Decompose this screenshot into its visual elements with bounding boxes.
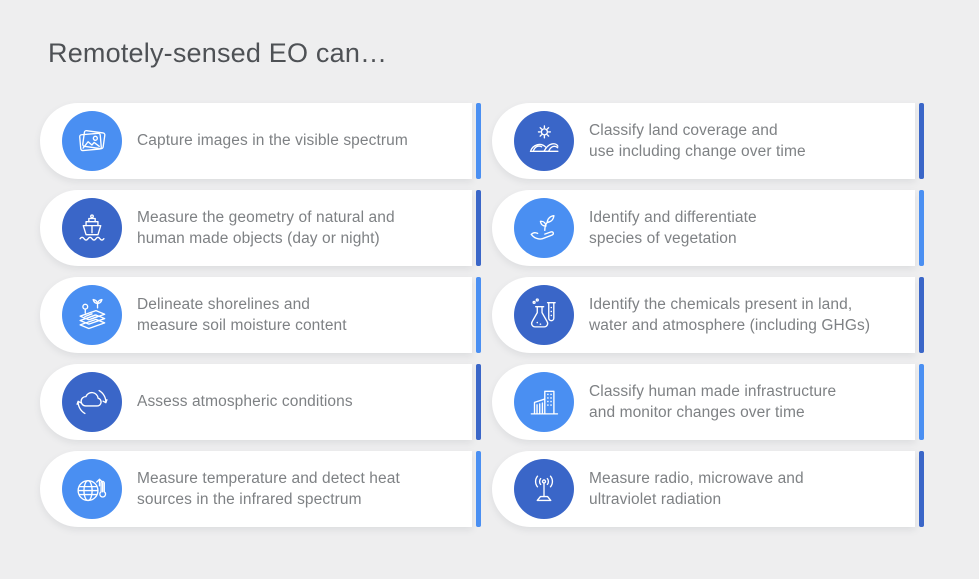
capability-text: Capture images in the visible spectrum [137,130,408,152]
accent-bar [476,103,481,179]
capability-text: Identify the chemicals present in land, … [589,294,870,337]
capability-grid: Capture images in the visible spectrum [40,103,924,527]
capability-row: Identify the chemicals present in land, … [492,277,924,353]
text-line: Assess atmospheric conditions [137,393,353,411]
text-line: Measure the geometry of natural and [137,208,395,226]
text-line: species of vegetation [589,230,737,247]
soil-layers-icon [62,285,122,345]
text-line: sources in the infrared spectrum [137,491,362,508]
text-line: measure soil moisture content [137,317,347,334]
card-identify-vegetation: Identify and differentiate species of ve… [492,190,915,266]
card-classify-infrastructure: Classify human made infrastructure and m… [492,364,915,440]
capability-text: Identify and differentiate species of ve… [589,207,757,250]
text-line: and monitor changes over time [589,404,805,421]
accent-bar [476,190,481,266]
capability-text: Assess atmospheric conditions [137,391,353,413]
capability-row: Classify human made infrastructure and m… [492,364,924,440]
text-line: Delineate shorelines and [137,295,311,313]
globe-thermometer-icon [62,459,122,519]
page-title: Remotely-sensed EO can… [48,38,388,68]
capability-text: Delineate shorelines and measure soil mo… [137,294,347,337]
capability-text: Classify land coverage and use including… [589,120,806,163]
buildings-icon [514,372,574,432]
text-line: Identify the chemicals present in land, [589,295,853,313]
capability-row: Identify and differentiate species of ve… [492,190,924,266]
flask-icon [514,285,574,345]
text-line: use including change over time [589,143,806,160]
capability-row: Measure temperature and detect heat sour… [40,451,481,527]
accent-bar [476,451,481,527]
capability-row: Measure radio, microwave and ultraviolet… [492,451,924,527]
hand-sprout-icon [514,198,574,258]
ship-icon [62,198,122,258]
card-identify-chemicals: Identify the chemicals present in land, … [492,277,915,353]
accent-bar [919,277,924,353]
text-line: human made objects (day or night) [137,230,380,247]
capability-row: Classify land coverage and use including… [492,103,924,179]
capability-text: Measure temperature and detect heat sour… [137,468,400,511]
accent-bar [919,451,924,527]
text-line: Classify land coverage and [589,121,778,139]
capability-text: Classify human made infrastructure and m… [589,381,836,424]
card-measure-geometry: Measure the geometry of natural and huma… [40,190,472,266]
text-line: Classify human made infrastructure [589,382,837,400]
photo-images-icon [62,111,122,171]
card-capture-images: Capture images in the visible spectrum [40,103,472,179]
capability-row: Delineate shorelines and measure soil mo… [40,277,481,353]
text-line: Identify and differentiate [589,208,757,226]
card-assess-atmosphere: Assess atmospheric conditions [40,364,472,440]
accent-bar [476,277,481,353]
text-line: Measure temperature and detect heat [137,469,400,487]
cloud-cycle-icon [62,372,122,432]
text-line: water and atmosphere (including GHGs) [589,317,871,334]
text-line: Measure radio, microwave and [589,469,804,487]
card-classify-land: Classify land coverage and use including… [492,103,915,179]
text-line: ultraviolet radiation [589,491,722,508]
capability-text: Measure radio, microwave and ultraviolet… [589,468,804,511]
capability-row: Capture images in the visible spectrum [40,103,481,179]
accent-bar [476,364,481,440]
sun-fields-icon [514,111,574,171]
capability-row: Assess atmospheric conditions [40,364,481,440]
capability-text: Measure the geometry of natural and huma… [137,207,395,250]
antenna-waves-icon [514,459,574,519]
card-measure-radiation: Measure radio, microwave and ultraviolet… [492,451,915,527]
accent-bar [919,103,924,179]
card-measure-temperature: Measure temperature and detect heat sour… [40,451,472,527]
capability-row: Measure the geometry of natural and huma… [40,190,481,266]
accent-bar [919,190,924,266]
card-delineate-shorelines: Delineate shorelines and measure soil mo… [40,277,472,353]
text-line: Capture images in the visible spectrum [137,132,408,150]
accent-bar [919,364,924,440]
